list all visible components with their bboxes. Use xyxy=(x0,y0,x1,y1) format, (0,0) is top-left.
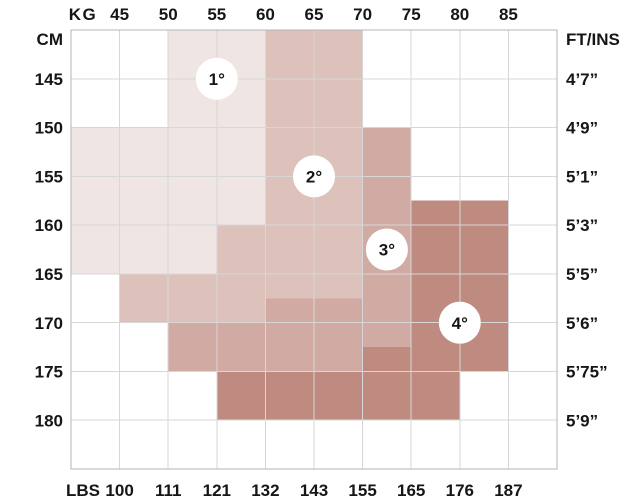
svg-text:55: 55 xyxy=(207,5,226,24)
svg-text:100: 100 xyxy=(105,481,133,500)
svg-text:3°: 3° xyxy=(379,241,395,260)
svg-text:5’6”: 5’6” xyxy=(566,314,598,333)
svg-text:45: 45 xyxy=(110,5,129,24)
svg-text:4’7”: 4’7” xyxy=(566,70,598,89)
svg-text:50: 50 xyxy=(159,5,178,24)
svg-text:121: 121 xyxy=(203,481,231,500)
svg-text:155: 155 xyxy=(35,167,63,186)
svg-text:60: 60 xyxy=(256,5,275,24)
svg-text:5’5”: 5’5” xyxy=(566,265,598,284)
svg-text:143: 143 xyxy=(300,481,328,500)
svg-text:CM: CM xyxy=(37,30,63,49)
svg-text:2°: 2° xyxy=(306,167,322,186)
svg-text:155: 155 xyxy=(348,481,376,500)
svg-text:4’9”: 4’9” xyxy=(566,119,598,138)
svg-text:75: 75 xyxy=(402,5,421,24)
svg-text:KG: KG xyxy=(69,5,98,24)
svg-text:175: 175 xyxy=(35,363,63,382)
svg-text:180: 180 xyxy=(35,411,63,430)
svg-text:5’1”: 5’1” xyxy=(566,167,598,186)
svg-text:132: 132 xyxy=(251,481,279,500)
svg-text:176: 176 xyxy=(446,481,474,500)
svg-text:1°: 1° xyxy=(209,70,225,89)
svg-text:187: 187 xyxy=(494,481,522,500)
svg-text:LBS: LBS xyxy=(66,481,100,500)
svg-text:145: 145 xyxy=(35,70,63,89)
svg-text:70: 70 xyxy=(353,5,372,24)
svg-text:FT/INS: FT/INS xyxy=(566,30,620,49)
svg-text:5’3”: 5’3” xyxy=(566,216,598,235)
svg-text:111: 111 xyxy=(155,481,182,500)
svg-text:150: 150 xyxy=(35,119,63,138)
svg-text:165: 165 xyxy=(397,481,425,500)
svg-text:5’9”: 5’9” xyxy=(566,411,598,430)
svg-text:4°: 4° xyxy=(452,314,468,333)
svg-text:165: 165 xyxy=(35,265,63,284)
svg-text:5’75”: 5’75” xyxy=(566,363,608,382)
svg-text:85: 85 xyxy=(499,5,518,24)
svg-text:170: 170 xyxy=(35,314,63,333)
svg-text:80: 80 xyxy=(450,5,469,24)
svg-text:65: 65 xyxy=(305,5,324,24)
svg-text:160: 160 xyxy=(35,216,63,235)
